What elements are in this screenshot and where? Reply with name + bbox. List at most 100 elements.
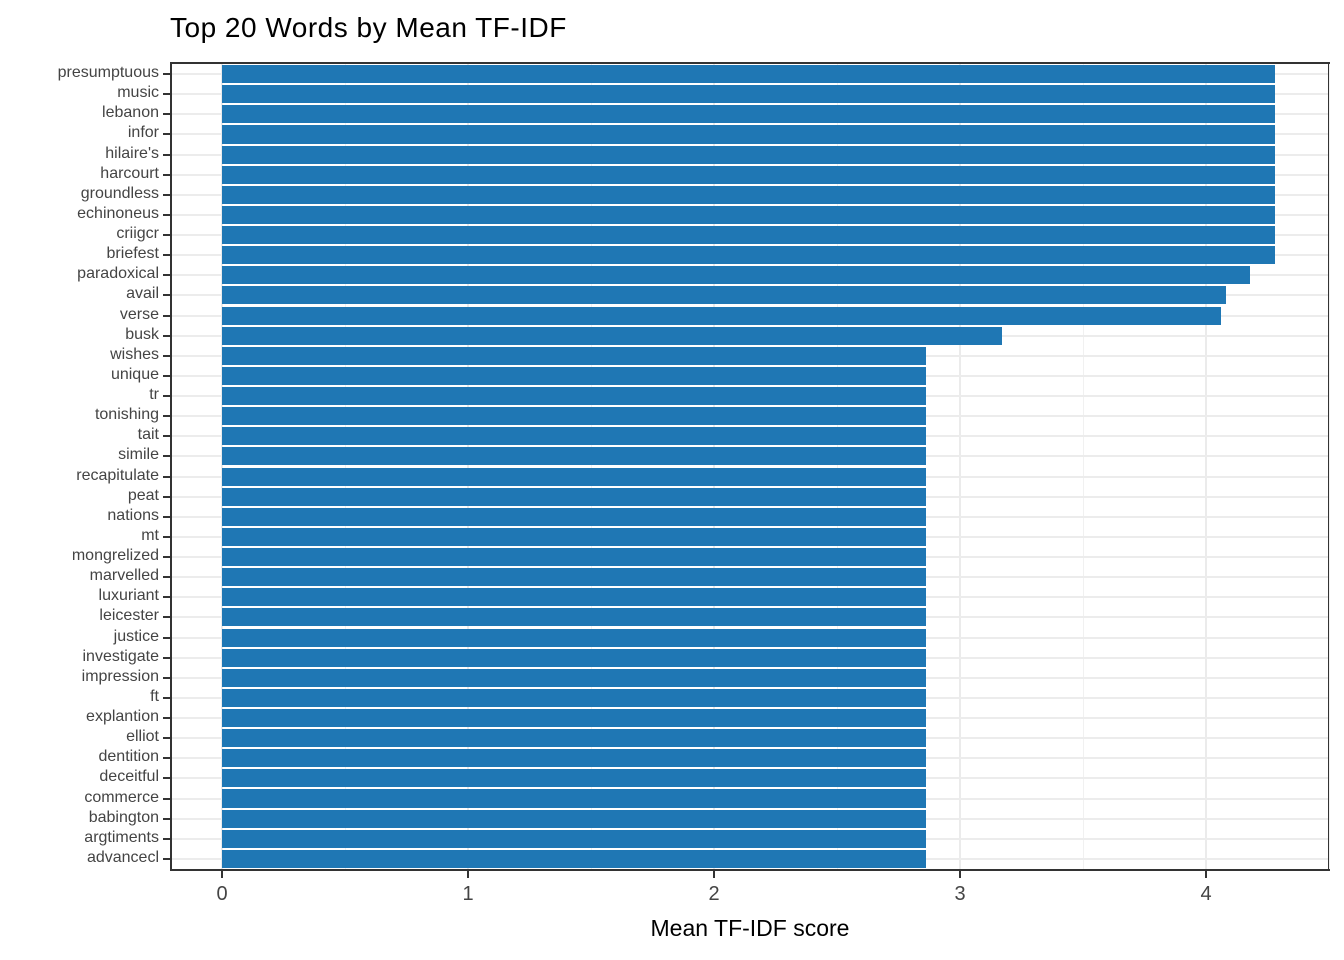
bar	[222, 366, 926, 385]
plot-panel	[170, 62, 1330, 871]
y-tick-mark	[163, 314, 170, 317]
gridline-minor	[836, 64, 838, 869]
y-tick-label: recapitulate	[76, 466, 159, 484]
bar	[222, 145, 1275, 164]
y-tick-label: criigcr	[116, 225, 159, 243]
y-tick-label: elliot	[126, 728, 159, 746]
gridline-major	[1205, 64, 1207, 869]
y-tick-mark	[163, 515, 170, 518]
bar	[222, 447, 926, 466]
y-tick-label: briefest	[106, 245, 159, 263]
bar	[222, 789, 926, 808]
bar	[222, 749, 926, 768]
y-tick-label: verse	[119, 305, 159, 323]
y-tick-mark	[163, 254, 170, 257]
y-tick-mark	[163, 817, 170, 820]
x-axis-title: Mean TF-IDF score	[650, 915, 850, 941]
y-tick-label: mongrelized	[71, 547, 159, 565]
y-tick-mark	[163, 636, 170, 639]
y-tick-mark	[163, 193, 170, 196]
x-tick-mark	[467, 871, 469, 878]
y-tick-label: infor	[127, 124, 159, 142]
gridline-minor	[1082, 64, 1084, 869]
y-tick-label: dentition	[98, 748, 160, 766]
y-tick-mark	[163, 234, 170, 237]
y-tick-mark	[163, 73, 170, 76]
y-tick-label: lebanon	[102, 104, 159, 122]
y-tick-mark	[163, 656, 170, 659]
bar	[222, 205, 1275, 224]
y-tick-label: tr	[149, 386, 159, 404]
y-tick-mark	[163, 415, 170, 418]
y-tick-label: argtiments	[84, 828, 159, 846]
y-tick-label: harcourt	[100, 164, 159, 182]
x-tick-mark	[221, 871, 223, 878]
bar	[222, 226, 1275, 245]
bar	[222, 688, 926, 707]
gridline-minor	[590, 64, 592, 869]
y-tick-mark	[163, 374, 170, 377]
y-tick-mark	[163, 475, 170, 478]
bar	[222, 648, 926, 667]
bar	[222, 266, 1251, 285]
y-tick-label: simile	[118, 446, 159, 464]
y-tick-label: busk	[125, 325, 159, 343]
y-tick-label: ft	[150, 687, 159, 705]
bar	[222, 427, 926, 446]
y-tick-mark	[163, 294, 170, 297]
gridline-major	[959, 64, 961, 869]
y-tick-label: tait	[137, 426, 159, 444]
y-tick-label: explantion	[86, 708, 159, 726]
y-tick-label: music	[117, 84, 159, 102]
bar	[222, 326, 1002, 345]
bar	[222, 487, 926, 506]
bar	[222, 729, 926, 748]
bar	[222, 105, 1275, 124]
bar	[222, 65, 1275, 84]
bar	[222, 769, 926, 788]
y-tick-mark	[163, 696, 170, 699]
bar	[222, 829, 926, 848]
bar	[222, 608, 926, 627]
y-tick-mark	[163, 113, 170, 116]
chart-title: Top 20 Words by Mean TF-IDF	[170, 12, 567, 43]
y-tick-label: peat	[127, 486, 159, 504]
y-tick-label: paradoxical	[77, 265, 159, 283]
x-tick-label: 1	[462, 883, 474, 905]
bar	[222, 125, 1275, 144]
y-tick-mark	[163, 213, 170, 216]
y-tick-mark	[163, 334, 170, 337]
x-tick-label: 0	[216, 883, 228, 905]
x-tick-label: 2	[708, 883, 720, 905]
bar	[222, 407, 926, 426]
y-tick-mark	[163, 576, 170, 579]
y-tick-label: marvelled	[89, 567, 159, 585]
bar	[222, 588, 926, 607]
bar	[222, 668, 926, 687]
bar	[222, 507, 926, 526]
y-tick-mark	[163, 173, 170, 176]
y-tick-label: mt	[141, 526, 159, 544]
y-tick-label: groundless	[80, 184, 159, 202]
y-tick-label: advancecl	[86, 848, 159, 866]
y-tick-mark	[163, 153, 170, 156]
y-tick-mark	[163, 717, 170, 720]
y-tick-mark	[163, 556, 170, 559]
y-tick-label: tonishing	[94, 406, 159, 424]
x-tick-label: 4	[1200, 883, 1212, 905]
gridline-major	[713, 64, 715, 869]
y-tick-label: impression	[81, 667, 159, 685]
y-tick-mark	[163, 395, 170, 398]
bar	[222, 387, 926, 406]
bar	[222, 849, 926, 868]
y-tick-label: avail	[126, 285, 159, 303]
y-tick-mark	[163, 93, 170, 96]
gridline-minor	[344, 64, 346, 869]
y-tick-mark	[163, 797, 170, 800]
y-tick-mark	[163, 495, 170, 498]
x-tick-mark	[713, 871, 715, 878]
y-tick-mark	[163, 455, 170, 458]
y-tick-mark	[163, 676, 170, 679]
y-tick-label: luxuriant	[98, 587, 159, 605]
y-tick-mark	[163, 757, 170, 760]
